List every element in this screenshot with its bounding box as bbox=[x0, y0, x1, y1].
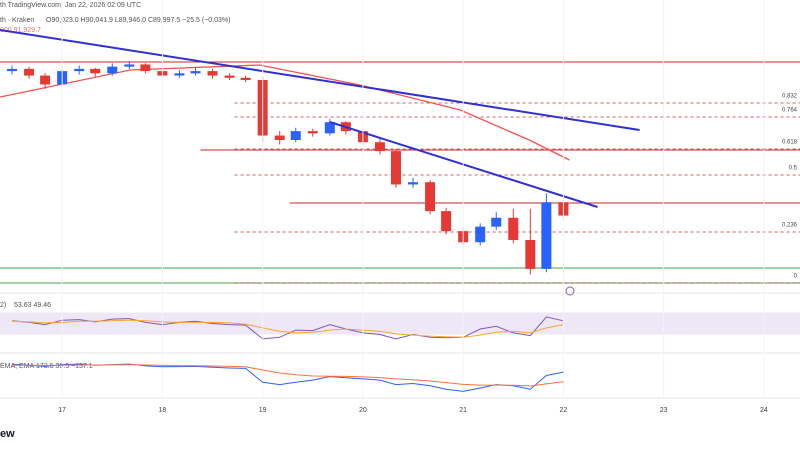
candle-body bbox=[475, 226, 486, 243]
logo: ew bbox=[0, 428, 15, 440]
rsi-label: 2) bbox=[0, 302, 6, 309]
candle-body bbox=[525, 240, 536, 269]
indicator-line bbox=[11, 316, 564, 340]
x-tick-label: 18 bbox=[159, 407, 167, 414]
fib-label: 0 bbox=[794, 274, 798, 280]
candle-body bbox=[374, 142, 385, 152]
candle-body bbox=[174, 73, 185, 76]
candle-body bbox=[207, 71, 218, 76]
trendline bbox=[329, 121, 598, 208]
rsi-band bbox=[0, 312, 800, 335]
candle-body bbox=[240, 77, 251, 80]
symbol: th · Kraken bbox=[0, 17, 34, 24]
candle-body bbox=[107, 66, 118, 74]
fib-label: 0.764 bbox=[782, 108, 798, 114]
indicator-line bbox=[11, 319, 564, 338]
candle-body bbox=[425, 182, 436, 212]
x-tick-label: 21 bbox=[459, 407, 467, 414]
x-tick-label: 23 bbox=[660, 407, 668, 414]
candle-body bbox=[74, 68, 85, 72]
candle-body bbox=[508, 217, 519, 240]
candle-body bbox=[307, 131, 318, 134]
candle-body bbox=[40, 75, 51, 85]
moving-average bbox=[0, 64, 570, 161]
candle-body bbox=[390, 151, 401, 185]
candle-body bbox=[290, 131, 301, 140]
candle-body bbox=[90, 68, 101, 74]
candle-body bbox=[274, 135, 285, 140]
x-tick-label: 20 bbox=[359, 407, 367, 414]
fib-label: 0.618 bbox=[782, 140, 798, 146]
ma-label: 000 91,929.7 bbox=[0, 27, 41, 34]
candle-body bbox=[324, 122, 335, 134]
marker bbox=[565, 286, 575, 296]
fib-label: 0.5 bbox=[789, 166, 798, 172]
indicator-line bbox=[12, 364, 564, 387]
x-tick-label: 19 bbox=[259, 407, 267, 414]
rsi-values: 53.63 49.46 bbox=[14, 302, 51, 309]
fib-label: 0.832 bbox=[782, 94, 798, 100]
candle-body bbox=[491, 217, 502, 227]
candle-body bbox=[408, 182, 419, 185]
candle-body bbox=[7, 68, 18, 72]
x-tick-label: 17 bbox=[58, 407, 66, 414]
candle-body bbox=[224, 75, 235, 78]
candle-body bbox=[441, 211, 452, 232]
x-tick-label: 24 bbox=[760, 407, 768, 414]
candle-body bbox=[140, 64, 151, 72]
x-tick-label: 22 bbox=[560, 407, 568, 414]
header-line: th TradingView.com, Jan 22, 2026 02:09 U… bbox=[0, 2, 141, 9]
candle-body bbox=[541, 202, 552, 269]
candle-body bbox=[24, 68, 35, 76]
macd-label: EMA, EMA bbox=[0, 363, 35, 370]
macd-values: 173.6 36.5 −137.1 bbox=[36, 363, 93, 370]
candle-body bbox=[190, 71, 201, 74]
trendline bbox=[0, 29, 640, 131]
candle-body bbox=[124, 64, 135, 67]
ohlc: O90,023.0 H90,041.9 L89,946.0 C89,997.5 … bbox=[46, 17, 230, 24]
fib-label: 0.236 bbox=[782, 223, 798, 229]
